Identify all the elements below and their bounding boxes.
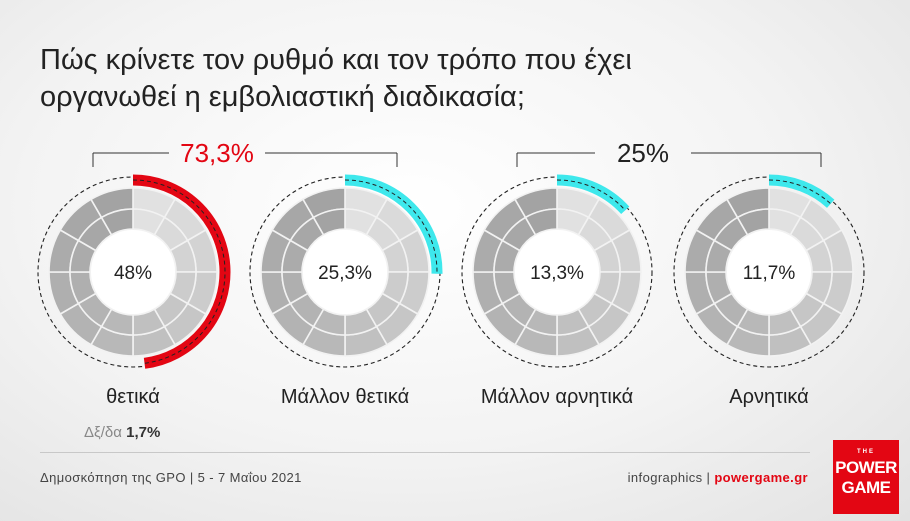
- category-label-3: Αρνητικά: [729, 386, 809, 408]
- value-arc-dash-1: [344, 179, 438, 274]
- logo-line2: GAME: [841, 478, 892, 497]
- power-game-logo: THE POWER GAME: [833, 440, 899, 514]
- logo-line1: POWER: [835, 458, 897, 477]
- value-label-3: 11,7%: [743, 263, 796, 284]
- footer-credit: infographics | powergame.gr: [628, 470, 808, 485]
- footer-divider: [40, 452, 810, 453]
- footer-source: Δημοσκόπηση της GPO | 5 - 7 Μαΐου 2021: [40, 470, 302, 485]
- donut-segment-inner-0: [100, 208, 134, 236]
- value-arc-dash-2: [556, 179, 626, 211]
- dashed-ring-2: [461, 176, 653, 368]
- category-label-0: θετικά: [106, 386, 160, 408]
- value-label-0: 48%: [114, 263, 152, 284]
- donut-segment-inner-3: [736, 208, 770, 236]
- donut-segment-inner-1: [312, 208, 346, 236]
- donut-hole-2: [515, 230, 599, 314]
- chart-title: Πώς κρίνετε τον ρυθμό και τον τρόπο που …: [40, 44, 632, 113]
- no-answer-note: Δξ/δα 1,7%: [84, 424, 160, 441]
- group-total-label-0: 73,3%: [180, 138, 254, 168]
- credit-prefix: infographics |: [627, 470, 715, 485]
- value-label-2: 13,3%: [530, 263, 584, 284]
- credit-brand: powergame.gr: [714, 470, 808, 485]
- value-arc-3: [768, 174, 835, 208]
- donut-hole-3: [727, 230, 811, 314]
- donut-segment-inner-2: [524, 208, 558, 236]
- category-label-1: Μάλλον θετικά: [281, 386, 409, 408]
- donut-hole-1: [303, 230, 387, 314]
- value-arc-0: [132, 174, 231, 369]
- category-label-2: Μάλλον αρνητικά: [481, 386, 633, 408]
- group-total-label-1: 25%: [617, 138, 669, 168]
- dashed-ring-3: [673, 176, 865, 368]
- donut-hole-0: [91, 230, 175, 314]
- value-label-1: 25,3%: [318, 263, 372, 284]
- no-answer-label: Δξ/δα: [84, 424, 122, 441]
- no-answer-value: 1,7%: [126, 424, 161, 441]
- logo-the: THE: [857, 449, 875, 455]
